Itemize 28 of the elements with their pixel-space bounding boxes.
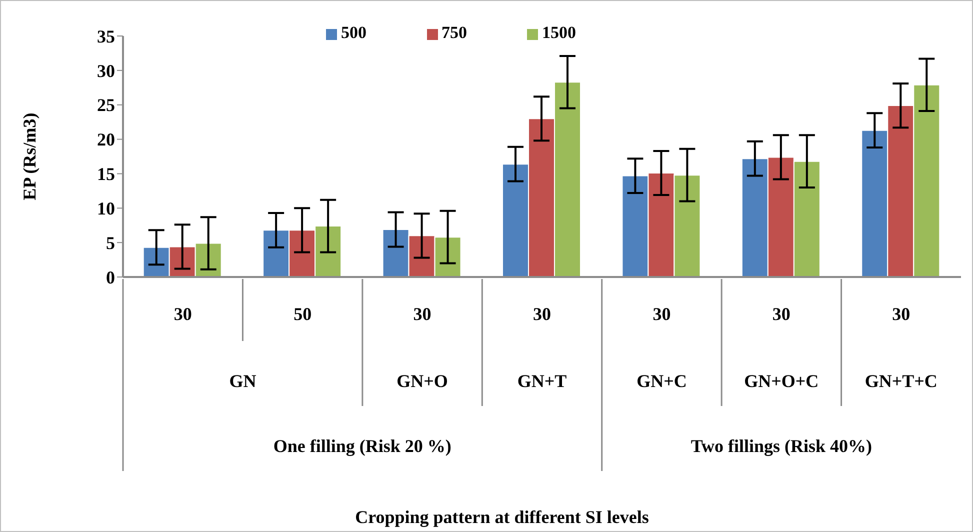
y-tick-label: 25 bbox=[97, 95, 115, 116]
x-tick-label: 50 bbox=[294, 304, 312, 324]
text: GN+C bbox=[636, 371, 687, 391]
y-tick-label: 0 bbox=[106, 267, 115, 288]
x-tick-label: 30 bbox=[892, 304, 910, 324]
x-tick-label: 30 bbox=[772, 304, 790, 324]
text: GN bbox=[229, 371, 256, 391]
y-tick-label: 5 bbox=[106, 232, 115, 253]
y-tick-label: 20 bbox=[97, 130, 115, 150]
text: Two fillings (Risk 40%) bbox=[690, 436, 872, 456]
x-tick-label: 30 bbox=[174, 304, 192, 324]
y-tick-label: 10 bbox=[97, 198, 115, 219]
legend-label: 500 bbox=[341, 23, 366, 42]
text: GN+O bbox=[396, 371, 448, 391]
text: GN+T+C bbox=[864, 371, 938, 391]
x-tick-label: 30 bbox=[413, 304, 432, 324]
y-axis-title: EP (Rs/m3) bbox=[19, 112, 40, 200]
x-tick-label: 30 bbox=[652, 304, 671, 324]
text: Cropping pattern at different SI levels bbox=[355, 507, 649, 527]
y-tick-label: 35 bbox=[97, 26, 115, 46]
text: One filling (Risk 20 %) bbox=[273, 436, 452, 456]
text: GN+T bbox=[517, 371, 567, 391]
y-tick-label: 30 bbox=[97, 60, 115, 81]
legend-label: 750 bbox=[442, 23, 467, 42]
legend-label: 1500 bbox=[542, 23, 576, 42]
text: GN+O+C bbox=[744, 371, 819, 391]
y-tick-label: 15 bbox=[97, 164, 115, 184]
x-tick-label: 30 bbox=[533, 304, 551, 324]
